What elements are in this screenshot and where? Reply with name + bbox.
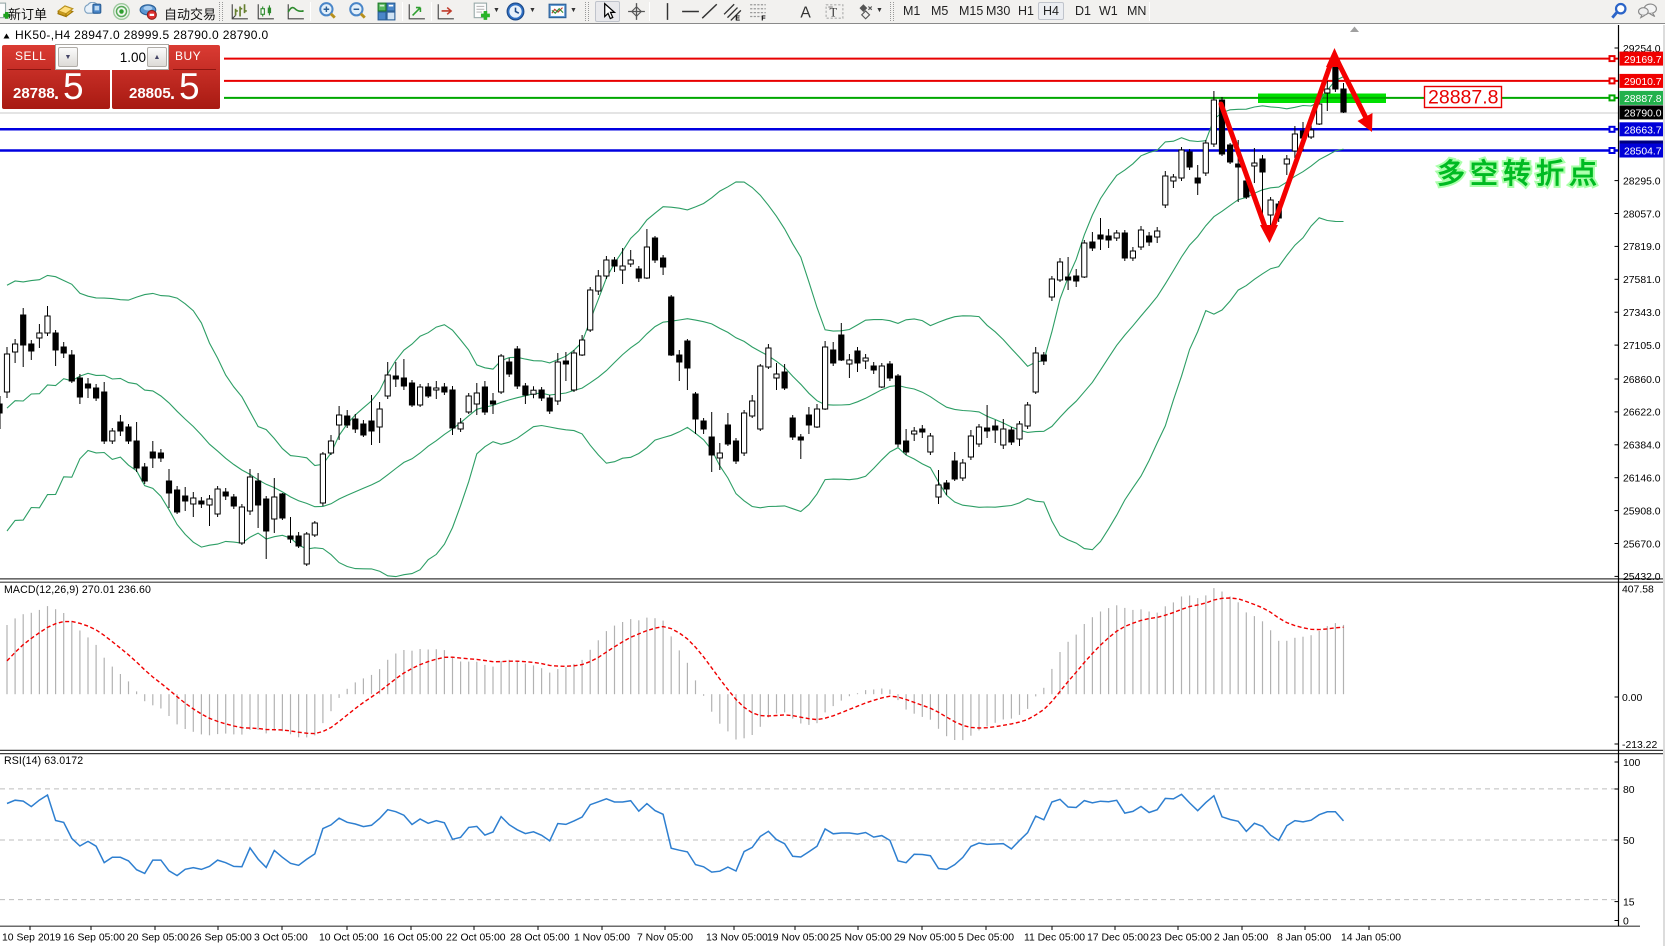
svg-text:28 Oct 05:00: 28 Oct 05:00 [510, 933, 570, 944]
svg-text:5 Dec 05:00: 5 Dec 05:00 [958, 933, 1014, 944]
svg-text:1 Nov 05:00: 1 Nov 05:00 [574, 933, 630, 944]
svg-text:50: 50 [1623, 836, 1635, 847]
svg-text:22 Oct 05:00: 22 Oct 05:00 [446, 933, 506, 944]
svg-text:28887.8: 28887.8 [1624, 94, 1662, 105]
svg-text:26 Sep 05:00: 26 Sep 05:00 [190, 933, 252, 944]
svg-text:HK50-,H4 28947.0 28999.5 2879: HK50-,H4 28947.0 28999.5 28790.0 28790.0 [15, 28, 269, 42]
svg-text:80: 80 [1623, 785, 1635, 796]
svg-text:2 Jan 05:00: 2 Jan 05:00 [1214, 933, 1269, 944]
svg-text:407.58: 407.58 [1622, 584, 1654, 595]
svg-text:28295.0: 28295.0 [1623, 176, 1661, 187]
svg-text:F: F [761, 13, 766, 21]
svg-text:T: T [829, 6, 837, 20]
svg-text:23 Dec 05:00: 23 Dec 05:00 [1150, 933, 1212, 944]
svg-text:27819.0: 27819.0 [1623, 242, 1661, 253]
svg-text:26384.0: 26384.0 [1623, 441, 1661, 452]
svg-text:25432.0: 25432.0 [1623, 572, 1661, 583]
svg-text:25670.0: 25670.0 [1623, 539, 1661, 550]
svg-text:A: A [800, 5, 811, 21]
svg-text:13 Nov 05:00: 13 Nov 05:00 [706, 933, 768, 944]
svg-text:28663.7: 28663.7 [1624, 126, 1662, 137]
svg-text:多空转折点: 多空转折点 [1437, 157, 1602, 189]
svg-text:26860.0: 26860.0 [1623, 375, 1661, 386]
svg-text:19 Nov 05:00: 19 Nov 05:00 [767, 933, 829, 944]
svg-text:15: 15 [1623, 897, 1635, 908]
svg-text:14 Jan 05:00: 14 Jan 05:00 [1341, 933, 1401, 944]
svg-text:3 Oct 05:00: 3 Oct 05:00 [254, 933, 308, 944]
svg-text:100: 100 [1623, 758, 1641, 769]
svg-text:16 Sep 05:00: 16 Sep 05:00 [63, 933, 125, 944]
svg-text:27105.0: 27105.0 [1623, 341, 1661, 352]
svg-text:0.00: 0.00 [1622, 693, 1642, 704]
svg-text:29010.7: 29010.7 [1624, 77, 1662, 88]
svg-text:25908.0: 25908.0 [1623, 506, 1661, 517]
svg-text:多空转折点: 多空转折点 [1437, 157, 1602, 189]
svg-text:11 Dec 05:00: 11 Dec 05:00 [1024, 933, 1085, 944]
svg-text:E: E [735, 13, 740, 21]
svg-text:7 Nov 05:00: 7 Nov 05:00 [637, 933, 693, 944]
svg-text:-213.22: -213.22 [1622, 740, 1657, 751]
svg-text:28887.8: 28887.8 [1428, 87, 1499, 109]
svg-text:28504.7: 28504.7 [1624, 147, 1662, 158]
svg-text:10 Oct 05:00: 10 Oct 05:00 [319, 933, 379, 944]
svg-text:27581.0: 27581.0 [1623, 275, 1661, 286]
svg-text:28790.0: 28790.0 [1624, 109, 1662, 120]
svg-text:16 Oct 05:00: 16 Oct 05:00 [383, 933, 443, 944]
svg-text:RSI(14) 63.0172: RSI(14) 63.0172 [4, 755, 83, 767]
svg-text:25 Nov 05:00: 25 Nov 05:00 [830, 933, 892, 944]
svg-text:29 Nov 05:00: 29 Nov 05:00 [894, 933, 956, 944]
svg-text:27343.0: 27343.0 [1623, 308, 1661, 319]
svg-text:26146.0: 26146.0 [1623, 474, 1661, 485]
svg-text:0: 0 [1623, 916, 1629, 927]
svg-text:17 Dec 05:00: 17 Dec 05:00 [1087, 933, 1149, 944]
svg-text:28057.0: 28057.0 [1623, 209, 1661, 220]
svg-text:29169.7: 29169.7 [1624, 55, 1662, 66]
svg-text:29254.0: 29254.0 [1623, 44, 1661, 55]
svg-text:10 Sep 2019: 10 Sep 2019 [2, 933, 61, 944]
svg-text:8 Jan 05:00: 8 Jan 05:00 [1277, 933, 1332, 944]
svg-text:20 Sep 05:00: 20 Sep 05:00 [127, 933, 189, 944]
svg-text:26622.0: 26622.0 [1623, 408, 1661, 419]
svg-text:MACD(12,26,9) 270.01 236.60: MACD(12,26,9) 270.01 236.60 [4, 584, 151, 596]
